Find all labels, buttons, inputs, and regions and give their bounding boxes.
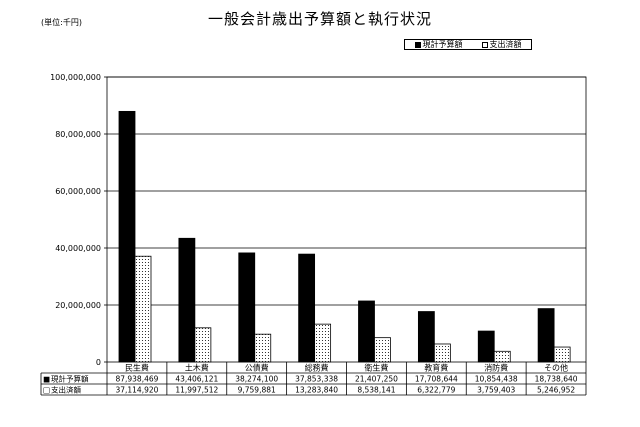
data-label-budget: 38,274,100: [235, 375, 278, 384]
legend-swatch-budget: [414, 41, 421, 48]
data-label-budget: 21,407,250: [355, 375, 398, 384]
table-row-label-spent: 支出済額: [51, 385, 81, 395]
data-label-spent: 9,759,881: [238, 386, 276, 395]
category-label: 土木費: [185, 363, 209, 373]
data-label-budget: 87,938,469: [115, 375, 158, 384]
bar-budget: [298, 253, 316, 363]
bar-budget: [537, 308, 555, 363]
data-label-budget: 10,854,438: [475, 375, 518, 384]
table-marker-budget: ■: [43, 375, 50, 384]
data-label-spent: 37,114,920: [115, 386, 158, 395]
data-label-spent: 8,538,141: [357, 386, 395, 395]
legend: 現計予算額 支出済額: [404, 39, 532, 50]
bar-spent: [194, 327, 212, 363]
y-tick-label: 80,000,000: [55, 130, 101, 139]
bar-budget: [118, 110, 136, 363]
y-tick-label: 60,000,000: [55, 187, 101, 196]
data-label-spent: 3,759,403: [477, 386, 515, 395]
data-label-budget: 37,853,338: [295, 375, 338, 384]
category-label: 総務費: [305, 363, 329, 373]
legend-item-spent: 支出済額: [481, 39, 522, 50]
data-label-spent: 13,283,840: [295, 386, 338, 395]
legend-item-budget: 現計予算額: [414, 39, 463, 50]
category-label: 消防費: [484, 363, 508, 373]
bar-budget: [358, 300, 375, 363]
category-label: 民生費: [125, 363, 149, 373]
category-label: 教育費: [424, 363, 448, 373]
bar-spent: [134, 255, 152, 363]
bar-budget: [238, 252, 256, 363]
bar-spent: [433, 343, 451, 363]
bar-budget: [477, 330, 495, 363]
unit-label: (単位:千円): [41, 18, 82, 27]
table-marker-spent: □: [43, 386, 50, 395]
chart-title: 一般会計歳出予算額と執行状況: [207, 10, 432, 28]
data-label-spent: 6,322,779: [417, 386, 455, 395]
data-label-budget: 17,708,644: [415, 375, 458, 384]
legend-swatch-spent: [481, 41, 488, 48]
bar-spent: [314, 323, 332, 363]
y-tick-label: 100,000,000: [50, 73, 101, 82]
bar-spent: [254, 333, 272, 363]
data-label-spent: 11,997,512: [175, 386, 218, 395]
y-tick-label: 20,000,000: [55, 301, 101, 310]
data-label-budget: 18,738,640: [535, 375, 578, 384]
legend-label-spent: 支出済額: [489, 40, 522, 49]
data-label-spent: 5,246,952: [537, 386, 575, 395]
bar-spent: [374, 337, 391, 363]
legend-label-budget: 現計予算額: [422, 40, 463, 49]
bar-budget: [417, 311, 435, 363]
table-row-label-budget: 現計予算額: [51, 374, 89, 384]
data-label-budget: 43,406,121: [175, 375, 218, 384]
category-label: その他: [544, 363, 568, 373]
category-label: 衛生費: [364, 363, 388, 373]
category-label: 公債費: [245, 363, 269, 373]
bar-spent: [493, 350, 511, 363]
bar-budget: [178, 237, 196, 363]
y-tick-label: 0: [96, 358, 101, 367]
bar-spent: [553, 346, 571, 363]
y-tick-label: 40,000,000: [55, 244, 101, 253]
